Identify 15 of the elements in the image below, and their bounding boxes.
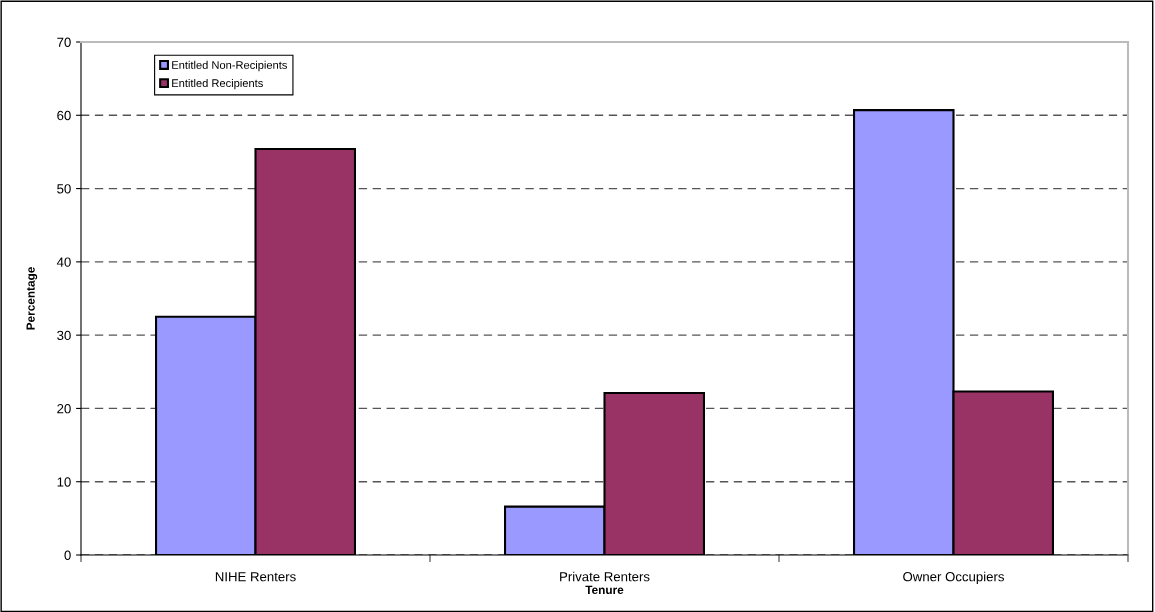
y-tick-label: 50 xyxy=(57,184,71,194)
y-tick-label: 60 xyxy=(57,110,71,121)
y-axis-title: Percentage xyxy=(26,267,38,330)
x-tick-label: Owner Occupiers xyxy=(903,571,1004,584)
legend-label: Entitled Recipients xyxy=(172,78,263,90)
y-tick-label: 40 xyxy=(56,257,71,267)
y-tick-label: 30 xyxy=(57,330,71,341)
y-tick-label: 20 xyxy=(57,404,71,414)
legend-label: Entitled Non-Recipients xyxy=(172,60,287,72)
y-tick-label: 0 xyxy=(64,550,71,560)
y-tick-label: 70 xyxy=(57,37,71,47)
x-axis-title: Tenure xyxy=(585,585,624,595)
x-tick-label: NIHE Renters xyxy=(215,572,296,582)
x-tick-label: Private Renters xyxy=(560,571,650,582)
y-tick-label: 10 xyxy=(57,477,71,487)
